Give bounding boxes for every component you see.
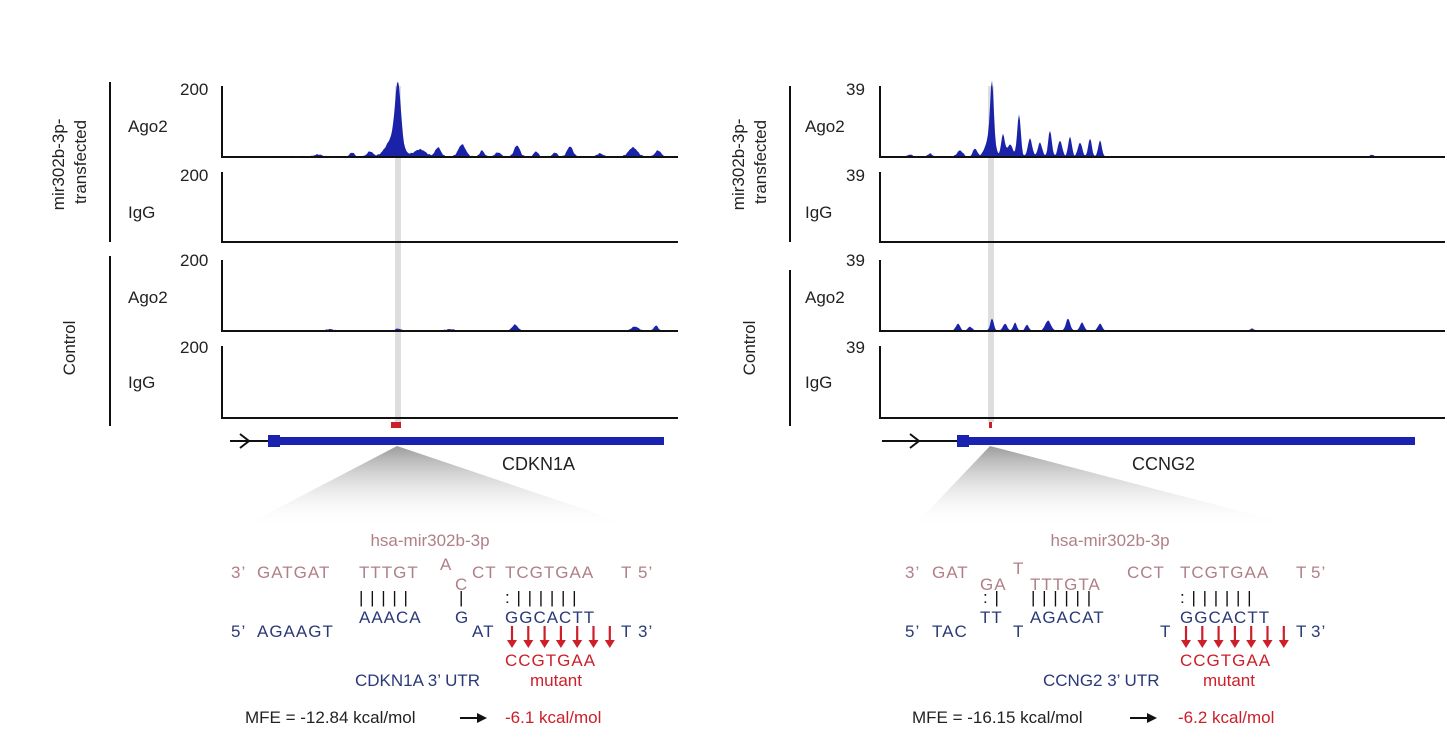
track-ymax: 39 <box>846 338 865 357</box>
track-axis <box>221 172 678 243</box>
mfe-arrowhead-icon <box>477 713 487 723</box>
group-label-control: Control <box>60 321 79 376</box>
track-name-ago2-transfected: Ago2 <box>128 117 168 136</box>
site-marker <box>989 422 992 428</box>
mutation-arrows <box>507 626 615 648</box>
group-label-transfected: mir302b-3p- transfected <box>729 114 770 210</box>
utr-label: CDKN1A 3’ UTR <box>355 671 480 690</box>
mutation-arrowhead-icon <box>572 640 583 648</box>
panel-cdkn1a: mir302b-3p- transfected Control Ago2 200… <box>49 80 678 727</box>
mfe-mutant: -6.2 kcal/mol <box>1178 708 1274 727</box>
track-name-ago2-control: Ago2 <box>805 288 845 307</box>
track-ymax: 200 <box>180 166 208 185</box>
utr-sequence: 5’ AGAAGT AAACA G AT GGCACTT T 3’ <box>231 608 653 641</box>
ago2-signal-control <box>223 324 677 331</box>
mutation-arrowhead-icon <box>539 640 550 648</box>
gene-name: CCNG2 <box>1132 454 1195 474</box>
track-ymax: 39 <box>846 166 865 185</box>
mutation-arrows <box>1181 626 1289 648</box>
track-axis <box>879 172 1445 243</box>
binding-site-highlight <box>395 86 401 422</box>
gene-utr-bar <box>280 437 664 445</box>
track-ymax: 200 <box>180 80 208 99</box>
track-axis <box>221 346 678 419</box>
group-label-transfected: mir302b-3p- transfected <box>49 114 90 210</box>
gene-exon <box>957 435 969 447</box>
mutant-sequence: CCGTGAA <box>1180 651 1271 670</box>
tss-arrow-icon <box>909 433 921 449</box>
track-ymax: 200 <box>180 251 208 270</box>
track-name-igg-transfected: IgG <box>128 203 155 222</box>
utr-sequence: 5’ TAC TT T AGACAT T GGCACTT T 3’ <box>905 608 1326 641</box>
track-ymax: 200 <box>180 338 208 357</box>
mutation-arrowhead-icon <box>604 640 615 648</box>
mutation-arrowhead-icon <box>1262 640 1273 648</box>
ago2-signal-transfected <box>223 81 677 157</box>
mfe-mutant: -6.1 kcal/mol <box>505 708 601 727</box>
track-name-ago2-control: Ago2 <box>128 288 168 307</box>
track-name-igg-control: IgG <box>805 373 832 392</box>
mutation-arrowhead-icon <box>555 640 566 648</box>
gene-utr-bar <box>969 437 1415 445</box>
track-axis <box>879 346 1445 419</box>
mirna-sequence: 3’ GATGAT TTTGT A C CT TCGTGAA T 5’ <box>231 555 653 594</box>
binding-site-highlight <box>988 86 994 422</box>
mutation-arrowhead-icon <box>1181 640 1191 648</box>
mfe-text: MFE = -16.15 kcal/mol <box>912 708 1083 727</box>
group-label-control: Control <box>740 321 759 376</box>
panel-ccng2: mir302b-3p- transfected Control Ago2 39 … <box>729 80 1445 727</box>
gene-name: CDKN1A <box>502 454 575 474</box>
tss-arrow-icon <box>239 433 251 449</box>
utr-label: CCNG2 3’ UTR <box>1043 671 1160 690</box>
mutation-arrowhead-icon <box>588 640 599 648</box>
track-name-ago2-transfected: Ago2 <box>805 117 845 136</box>
site-marker <box>391 422 401 428</box>
track-ymax: 39 <box>846 80 865 99</box>
mutation-arrowhead-icon <box>1213 640 1224 648</box>
track-ymax: 39 <box>846 251 865 270</box>
zoom-wedge <box>912 446 1305 528</box>
mfe-arrowhead-icon <box>1147 713 1157 723</box>
mutation-arrowhead-icon <box>1246 640 1257 648</box>
track-axis <box>879 260 1445 332</box>
gene-exon <box>268 435 280 447</box>
mutation-arrowhead-icon <box>1197 640 1208 648</box>
track-axis <box>221 86 678 158</box>
mirna-name: hsa-mir302b-3p <box>1050 531 1169 550</box>
mutant-sequence: CCGTGAA <box>505 651 596 670</box>
mutation-arrowhead-icon <box>1229 640 1240 648</box>
mutant-label: mutant <box>530 671 582 690</box>
track-name-igg-transfected: IgG <box>805 203 832 222</box>
mutation-arrowhead-icon <box>1278 640 1289 648</box>
mirna-sequence: 3’ GAT GA T TTTGTA CCT TCGTGAA T 5’ <box>905 559 1326 594</box>
mfe-text: MFE = -12.84 kcal/mol <box>245 708 416 727</box>
track-axis <box>221 260 678 332</box>
mirna-name: hsa-mir302b-3p <box>370 531 489 550</box>
ago2-signal-transfected <box>881 80 1445 157</box>
mutant-label: mutant <box>1203 671 1255 690</box>
zoom-wedge <box>240 446 640 528</box>
base-pair-marks: : | | | | | | | : | | | | | | <box>983 588 1253 607</box>
base-pair-marks: | | | | | | : | | | | | | <box>359 588 578 607</box>
mutation-arrowhead-icon <box>523 640 534 648</box>
track-axis <box>879 86 1445 158</box>
ago2-signal-control <box>881 318 1445 331</box>
mutation-arrowhead-icon <box>507 640 517 648</box>
track-name-igg-control: IgG <box>128 373 155 392</box>
